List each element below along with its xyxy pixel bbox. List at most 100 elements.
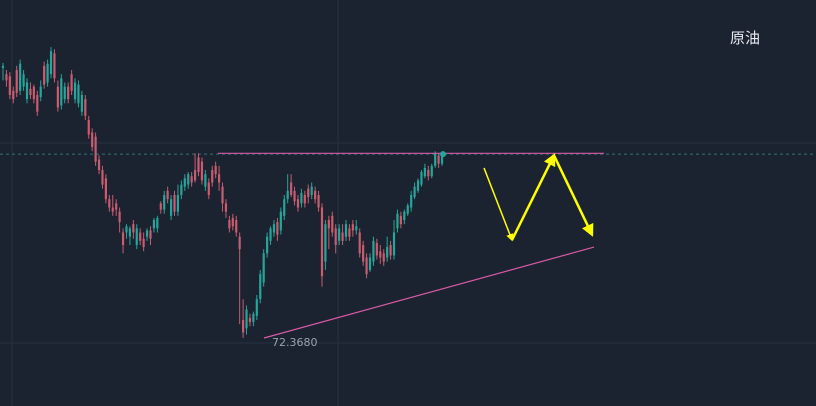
candle-body	[70, 74, 73, 91]
candle-body	[104, 178, 107, 200]
candle-body	[87, 120, 90, 135]
candle-body	[286, 190, 289, 200]
candle-body	[187, 174, 190, 185]
candle-body	[327, 220, 330, 229]
candle-body	[283, 199, 286, 216]
candle-body	[176, 195, 180, 212]
candle-body	[386, 247, 389, 258]
candle-body	[399, 215, 402, 225]
instrument-title: 原油	[729, 29, 760, 47]
candle-body	[365, 257, 368, 275]
candle-body	[67, 86, 70, 100]
candle-body	[46, 63, 49, 83]
candle-body	[269, 228, 272, 241]
candle-body	[430, 165, 433, 177]
candle-body	[310, 186, 313, 195]
candle-body	[214, 165, 217, 175]
candle-body	[60, 78, 63, 106]
candle-body	[169, 199, 173, 216]
candle-body	[224, 203, 228, 212]
forecast-arrow-up	[510, 153, 556, 241]
candle-body	[204, 174, 207, 187]
candle-body	[303, 195, 306, 204]
candle-body	[279, 211, 282, 231]
candle-body	[94, 136, 97, 162]
candle-body	[228, 220, 231, 229]
candle-body	[12, 90, 15, 100]
candle-body	[242, 320, 245, 333]
candle-body	[142, 238, 145, 248]
candle-body	[413, 186, 416, 198]
candle-body	[427, 170, 430, 177]
candle-body	[32, 86, 35, 100]
candle-body	[314, 190, 317, 200]
candle-body	[5, 74, 8, 81]
candle-body	[1, 65, 5, 68]
candle-body	[139, 232, 142, 241]
candle-body	[259, 274, 262, 300]
candle-body	[207, 182, 210, 195]
candle-body	[272, 224, 276, 233]
candle-body	[358, 232, 361, 254]
candle-body	[262, 253, 265, 283]
candle-body	[348, 228, 351, 237]
candle-body	[77, 84, 80, 104]
candle-body	[255, 299, 258, 316]
candle-body	[293, 190, 296, 202]
candle-body	[416, 180, 420, 191]
candle-body	[341, 232, 344, 241]
forecast-arrow-down-2	[552, 154, 594, 237]
candle-body	[152, 220, 156, 229]
candle-body	[39, 86, 42, 98]
candle-body	[307, 188, 310, 198]
candle-body	[320, 207, 324, 277]
candle-body	[97, 159, 101, 170]
candle-body	[296, 199, 300, 208]
candle-body	[80, 95, 83, 112]
candle-body	[252, 313, 255, 323]
low-price-label: 72.3680	[272, 336, 318, 349]
candle-body	[56, 86, 59, 108]
candle-body	[193, 170, 197, 181]
candle-body	[389, 245, 392, 256]
candle-body	[43, 65, 46, 85]
candle-body	[197, 157, 200, 173]
candle-body	[351, 224, 354, 231]
candle-body	[423, 167, 426, 177]
candle-body	[25, 82, 29, 100]
candle-body	[111, 207, 114, 212]
last-price-marker	[440, 151, 447, 158]
candle-body	[245, 309, 248, 329]
candle-body	[101, 170, 104, 185]
candle-body	[420, 172, 423, 185]
candle-body	[19, 63, 22, 91]
candle-body	[91, 132, 94, 148]
candle-body	[231, 217, 234, 227]
candle-body	[396, 213, 399, 229]
candle-body	[375, 242, 378, 256]
candle-body	[410, 195, 413, 208]
candle-body	[108, 199, 111, 208]
candle-body	[15, 70, 18, 93]
candle-body	[334, 228, 337, 245]
candle-body	[166, 190, 169, 200]
candle-body	[235, 220, 238, 233]
candle-body	[434, 153, 437, 166]
candle-body	[118, 211, 121, 223]
candle-body	[403, 211, 406, 220]
forecast-arrow-down	[483, 167, 514, 242]
candle-body	[437, 155, 440, 164]
candle-body	[248, 317, 252, 323]
candle-body	[8, 76, 11, 95]
candle-body	[238, 236, 241, 250]
candle-body	[440, 153, 444, 164]
candle-body	[84, 99, 87, 116]
candle-body	[217, 174, 221, 183]
candle-body	[211, 170, 214, 183]
candle-body	[382, 253, 385, 262]
candle-body	[22, 74, 25, 87]
candle-body	[121, 232, 125, 245]
candle-body	[368, 257, 372, 270]
